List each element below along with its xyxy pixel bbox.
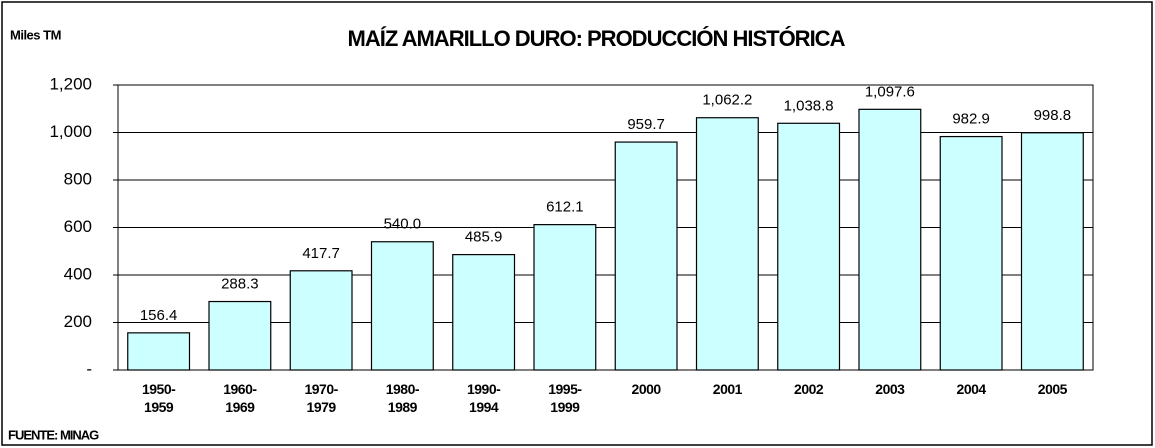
y-tick-label: 200	[64, 312, 92, 331]
data-label: 1,038.8	[784, 97, 834, 114]
data-label: 998.8	[1034, 107, 1072, 124]
x-tick-label: 1970- 1979	[304, 381, 338, 415]
data-label: 288.3	[221, 275, 259, 292]
x-tick-label: 2000	[631, 381, 662, 397]
data-label: 1,097.6	[865, 83, 915, 100]
y-tick-label: 1,200	[49, 74, 92, 93]
bar	[370, 241, 434, 371]
y-tick-label: 600	[64, 217, 92, 236]
x-tick-label: 2005	[1037, 381, 1068, 397]
data-label: 156.4	[140, 307, 178, 324]
data-label: 540.0	[384, 216, 422, 233]
bar	[939, 135, 1003, 371]
data-label: 612.1	[546, 199, 584, 216]
bar	[777, 122, 841, 371]
bar	[127, 332, 191, 371]
bar	[208, 300, 272, 371]
y-tick-label: -	[86, 359, 92, 378]
x-tick-label: 1950- 1959	[141, 381, 176, 415]
x-tick-label: 2004	[956, 381, 987, 397]
bar	[533, 224, 597, 371]
x-tick-label: 1960- 1969	[223, 381, 257, 415]
source: FUENTE: MINAG	[8, 427, 99, 442]
chart-title: MAÍZ AMARILLO DURO: PRODUCCIÓN HISTÓRICA	[348, 26, 846, 51]
bar	[858, 108, 922, 371]
x-tick-label: 2003	[875, 381, 905, 397]
bar	[289, 270, 353, 371]
bar	[452, 253, 516, 371]
bar	[614, 141, 678, 371]
x-tick-label: 1995- 1999	[548, 381, 582, 415]
data-label: 1,062.2	[702, 92, 752, 109]
bar	[1020, 132, 1084, 371]
data-label: 485.9	[465, 229, 503, 246]
data-label: 417.7	[302, 245, 340, 262]
y-tick-label: 800	[64, 169, 92, 188]
x-tick-label: 2001	[712, 381, 743, 397]
y-tick-label: 1,000	[49, 122, 92, 141]
x-tick-label: 1990- 1994	[466, 381, 501, 415]
data-label: 959.7	[627, 116, 665, 133]
data-label: 982.9	[952, 111, 990, 128]
bar	[695, 117, 759, 371]
x-tick-label: 2002	[794, 381, 824, 397]
y-axis-label: Miles TM	[10, 27, 61, 42]
x-tick-label: 1980- 1989	[385, 381, 420, 415]
y-tick-label: 400	[64, 264, 92, 283]
